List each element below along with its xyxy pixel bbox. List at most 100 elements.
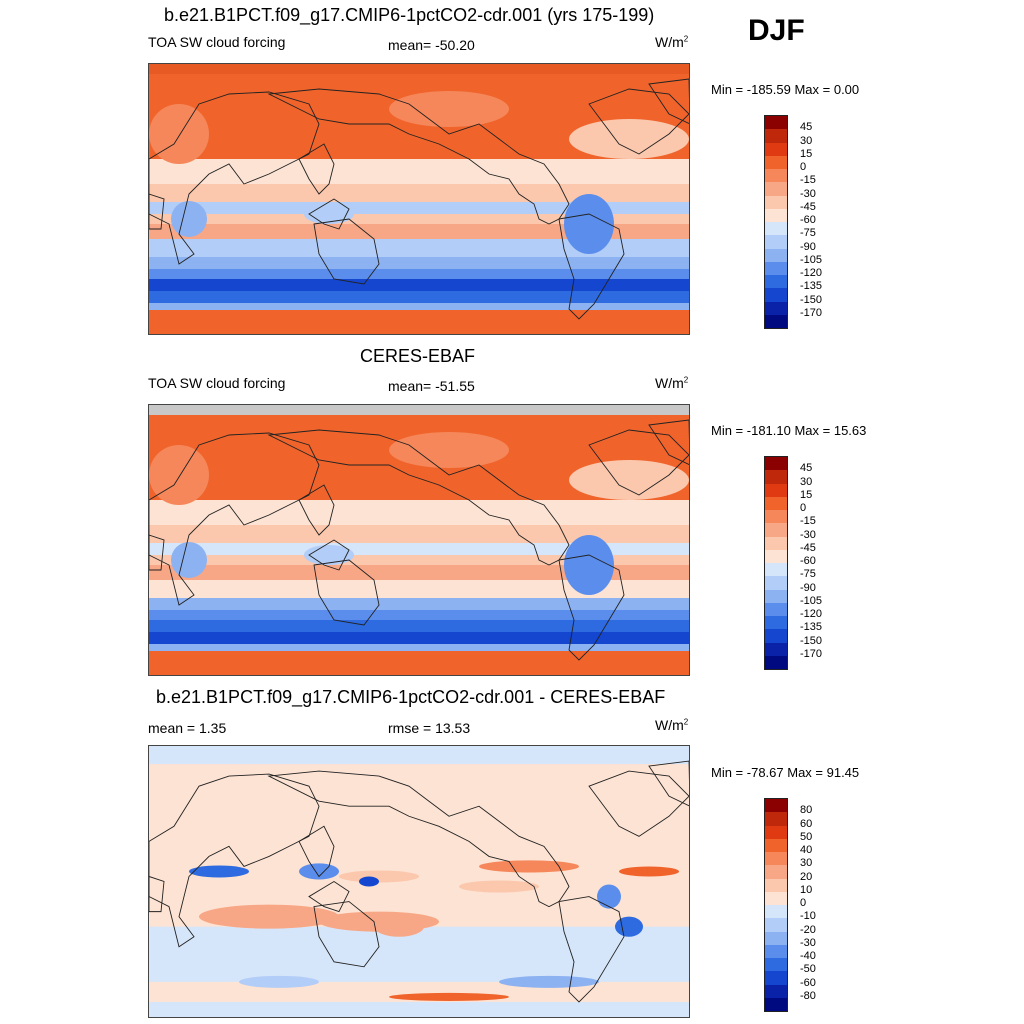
map-band (149, 64, 689, 74)
map-cloud-region (389, 91, 509, 127)
map-anomaly-region (299, 863, 339, 880)
panel-2-variable-label: TOA SW cloud forcing (148, 375, 286, 391)
colorbar-swatch (765, 142, 787, 156)
map-band (149, 310, 689, 334)
map-cloud-region (569, 119, 689, 159)
panel-3-mean-label: mean = 1.35 (148, 720, 227, 736)
colorbar-tick-label: -40 (800, 950, 816, 962)
panel-2-map (148, 404, 690, 676)
coastline (308, 880, 350, 913)
colorbar-swatch (765, 248, 787, 262)
colorbar-tick-label: -15 (800, 174, 816, 187)
colorbar-swatch (765, 602, 787, 616)
colorbar-tick-label: 40 (800, 844, 813, 856)
map-anomaly-region (199, 904, 339, 929)
colorbar-swatch (765, 891, 787, 905)
coastline (648, 78, 689, 125)
colorbar-swatch (765, 589, 787, 603)
map-cloud-region (149, 104, 209, 164)
coastline (298, 143, 335, 195)
coastline (558, 554, 625, 661)
map-anomaly-region (389, 992, 509, 1001)
colorbar-swatch (765, 629, 787, 643)
coastline (648, 419, 689, 466)
map-band (149, 303, 689, 310)
map-cloud-region (171, 542, 207, 578)
colorbar-swatch (765, 314, 787, 328)
colorbar-tick-label: -135 (800, 280, 823, 293)
map-anomaly-region (189, 865, 249, 878)
colorbar-tick-label: -45 (800, 200, 816, 213)
coastline (298, 484, 335, 536)
map-cloud-region (149, 445, 209, 505)
colorbar-swatch (765, 129, 787, 143)
map-band (149, 543, 689, 555)
map-cloud-region (564, 194, 614, 254)
colorbar-swatch (765, 825, 787, 839)
panel-2-mean-label: mean= -51.55 (388, 378, 475, 394)
colorbar-tick-label: -80 (800, 989, 816, 1002)
panel-3-colorbar (764, 798, 788, 1012)
coastline (313, 218, 380, 285)
colorbar-swatch (765, 222, 787, 236)
panel-3-rmse-label: rmse = 13.53 (388, 720, 471, 736)
panel-1-title: b.e21.B1PCT.f09_g17.CMIP6-1pctCO2-cdr.00… (164, 5, 655, 25)
panel-1-map (148, 63, 690, 335)
season-label: DJF (748, 14, 805, 47)
colorbar-tick-label: -75 (800, 568, 816, 581)
coastline (308, 539, 350, 571)
map-band (149, 257, 689, 269)
colorbar-swatch (765, 997, 787, 1011)
colorbar-swatch (765, 510, 787, 524)
colorbar-swatch (765, 301, 787, 315)
colorbar-tick-label: 0 (800, 502, 807, 514)
panel-1-units: W/m2 (655, 34, 689, 50)
colorbar-swatch (765, 235, 787, 249)
map-band (149, 159, 689, 184)
panel-1-minmax: Min = -185.59 Max = 0.00 (711, 82, 860, 97)
colorbar-tick-label: -105 (800, 253, 823, 266)
coastline (267, 88, 570, 225)
colorbar-swatch (765, 958, 787, 972)
map-band (149, 632, 689, 644)
map-cloud-region (171, 201, 207, 237)
map-band (149, 580, 689, 598)
coastline (149, 432, 320, 606)
map-band (149, 598, 689, 610)
colorbar-tick-label: 0 (800, 897, 807, 909)
coastline (558, 213, 625, 320)
colorbar-swatch (765, 208, 787, 222)
colorbar-tick-label: -60 (800, 976, 816, 989)
colorbar-tick-label: -45 (800, 541, 816, 554)
colorbar-tick-label: -170 (800, 647, 823, 660)
colorbar-swatch (765, 275, 787, 289)
colorbar-tick-label: 45 (800, 121, 813, 134)
map-band (149, 610, 689, 620)
colorbar-tick-label: 30 (800, 857, 813, 870)
colorbar-tick-label: 30 (800, 475, 813, 488)
map-anomaly-region (615, 916, 643, 937)
colorbar-tick-label: 80 (800, 804, 813, 817)
colorbar-tick-label: 15 (800, 488, 813, 501)
colorbar-tick-label: -90 (800, 240, 816, 253)
colorbar-tick-label: -15 (800, 515, 816, 528)
coastline (313, 559, 380, 626)
map-band (149, 500, 689, 525)
map-band (149, 269, 689, 279)
colorbar-swatch (765, 182, 787, 196)
map-anomaly-region (459, 880, 539, 893)
map-band (149, 926, 689, 982)
colorbar-swatch (765, 905, 787, 919)
coastline (308, 198, 350, 230)
coastline (267, 429, 570, 566)
panel-3-units: W/m2 (655, 717, 689, 733)
colorbar-tick-label: -30 (800, 936, 816, 949)
map-band (149, 405, 689, 415)
colorbar-swatch (765, 576, 787, 590)
panel-1-colorbar (764, 115, 788, 329)
colorbar-swatch (765, 918, 787, 932)
colorbar-tick-label: -105 (800, 594, 823, 607)
panel-1-mean-label: mean= -50.20 (388, 37, 475, 53)
colorbar-tick-label: -135 (800, 621, 823, 634)
panel-3-map (148, 745, 690, 1018)
